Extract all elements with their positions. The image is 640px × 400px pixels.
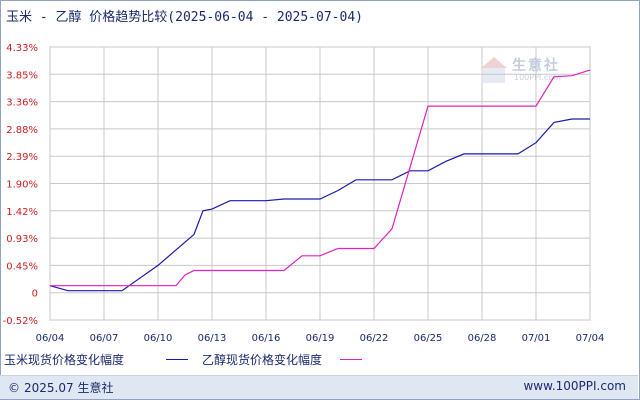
legend-label-ethanol: 乙醇现货价格变化幅度 (202, 353, 323, 367)
y-tick-label: 2.88% (6, 125, 38, 136)
y-tick-label: 3.36% (6, 98, 38, 109)
series-line-0 (49, 118, 590, 292)
x-tick-label: 06/22 (360, 333, 389, 344)
legend-swatch-corn (166, 359, 188, 360)
y-axis-labels: 4.33% 3.85% 3.36% 2.88% 2.39% 1.90% 1.42% 0.93%… (3, 43, 38, 327)
chart-title: 玉米 - 乙醇 价格趋势比较(2025-06-04 - 2025-07-04) (6, 10, 363, 25)
x-tick-label: 06/07 (90, 333, 119, 344)
x-tick-label: 06/25 (414, 333, 443, 344)
watermark-name: 生意社 (512, 58, 560, 74)
y-tick-label: 4.33% (6, 43, 38, 54)
x-tick-label: 07/01 (522, 333, 551, 344)
x-axis-labels: 06/04 06/07 06/10 06/13 06/16 06/19 06/22 06/25… (36, 333, 605, 344)
legend-swatch-ethanol (340, 359, 362, 360)
y-tick-label: 3.85% (6, 70, 38, 81)
x-tick-label: 06/19 (306, 333, 335, 344)
watermark-logo: 生意社 100PPI.com (480, 55, 561, 89)
x-tick-label: 06/16 (252, 333, 281, 344)
footer: © 2025.07 生意社 www.100PPI.com (0, 375, 638, 399)
y-tick-label: 2.39% (6, 152, 38, 163)
y-tick-label: 0.45% (6, 261, 38, 272)
x-tick-label: 06/10 (144, 333, 173, 344)
x-tick-label: 07/04 (576, 333, 605, 344)
watermark-icon (481, 57, 507, 83)
y-tick-label: 1.90% (6, 180, 38, 191)
series-line-1 (50, 69, 591, 287)
copyright-symbol: © (8, 381, 20, 395)
x-tick-label: 06/13 (198, 333, 227, 344)
watermark-url: 100PPI.com (514, 73, 561, 82)
site-link[interactable]: www.100PPI.com (523, 379, 626, 393)
copyright-text: 2025.07 生意社 (24, 381, 114, 395)
y-tick-label: 0 (32, 289, 38, 300)
x-tick-label: 06/04 (36, 333, 65, 344)
y-tick-label: -0.52% (3, 316, 38, 327)
legend-item-corn: 玉米现货价格变化幅度 (4, 351, 124, 368)
y-tick-label: 1.42% (6, 207, 38, 218)
grid (49, 46, 591, 321)
legend-label-corn: 玉米现货价格变化幅度 (4, 353, 125, 367)
x-tick-label: 06/28 (468, 333, 497, 344)
series-lines (49, 69, 591, 292)
copyright: © 2025.07 生意社 (8, 379, 113, 396)
legend-item-ethanol: 乙醇现货价格变化幅度 (202, 351, 322, 368)
y-tick-label: 0.93% (6, 234, 38, 245)
